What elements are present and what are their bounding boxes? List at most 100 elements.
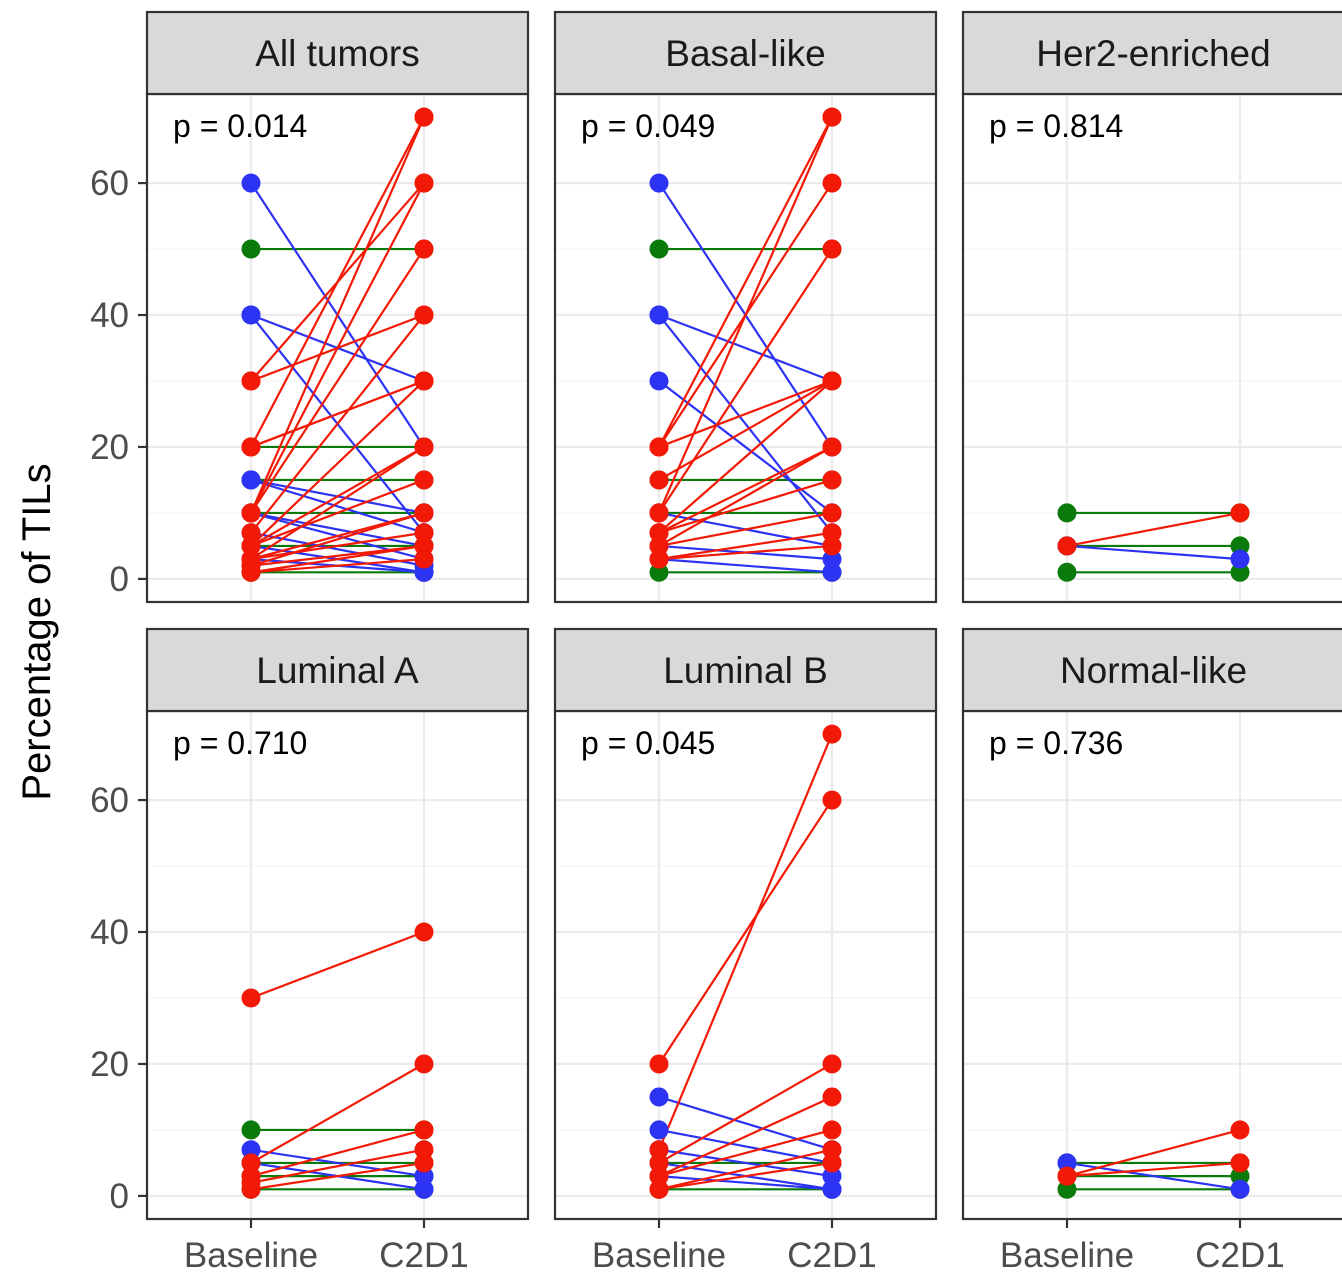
data-point-c2d1 bbox=[414, 1153, 434, 1173]
facet-panel-1: All tumors p = 0.014 0 20 40 60 bbox=[90, 10, 530, 604]
data-point-c2d1 bbox=[822, 371, 842, 391]
data-point-baseline bbox=[649, 1179, 669, 1199]
data-point-baseline bbox=[1057, 1179, 1077, 1199]
data-point-baseline bbox=[241, 503, 261, 523]
series-line bbox=[658, 1161, 833, 1191]
x-tick-label: Baseline bbox=[184, 1236, 318, 1275]
series-line bbox=[657, 733, 834, 1151]
y-tick-label: 60 bbox=[90, 781, 129, 820]
data-point-c2d1 bbox=[414, 1166, 434, 1186]
data-point-c2d1 bbox=[414, 437, 434, 457]
data-point-baseline bbox=[241, 988, 261, 1008]
data-point-baseline bbox=[241, 173, 261, 193]
facet-panel-2: Basal-like p = 0.049 bbox=[553, 10, 938, 604]
strip-background bbox=[961, 10, 1342, 96]
series-line bbox=[250, 1128, 425, 1178]
data-point-baseline bbox=[649, 523, 669, 543]
data-point-baseline bbox=[649, 536, 669, 556]
x-tick-label: Baseline bbox=[1000, 1236, 1134, 1275]
series-line bbox=[1066, 544, 1241, 561]
strip-label: Normal-like bbox=[1060, 650, 1247, 691]
data-point-c2d1 bbox=[822, 1179, 842, 1199]
data-point-baseline bbox=[241, 239, 261, 259]
data-point-c2d1 bbox=[414, 173, 434, 193]
p-value-label: p = 0.049 bbox=[581, 108, 715, 144]
series-line bbox=[250, 478, 425, 534]
data-point-baseline bbox=[241, 437, 261, 457]
data-point-baseline bbox=[649, 549, 669, 569]
y-tick-label: 40 bbox=[90, 913, 129, 952]
y-tick-label: 60 bbox=[90, 164, 129, 203]
data-point-c2d1 bbox=[822, 239, 842, 259]
series-line bbox=[1066, 1128, 1241, 1178]
data-point-c2d1 bbox=[822, 536, 842, 556]
series-line bbox=[658, 1063, 833, 1164]
series-line bbox=[250, 446, 425, 561]
data-point-baseline bbox=[649, 239, 669, 259]
p-value-label: p = 0.814 bbox=[989, 108, 1123, 144]
p-value-label: p = 0.710 bbox=[173, 725, 307, 761]
data-point-c2d1 bbox=[822, 1166, 842, 1186]
data-point-c2d1 bbox=[822, 1054, 842, 1074]
series-line bbox=[250, 1148, 425, 1178]
series-line bbox=[658, 445, 833, 534]
strip-label: Luminal B bbox=[663, 650, 828, 691]
series-line bbox=[250, 1063, 425, 1164]
data-point-baseline bbox=[241, 523, 261, 543]
y-tick-label: 20 bbox=[90, 1045, 129, 1084]
series-line bbox=[658, 558, 833, 574]
data-point-baseline bbox=[1057, 503, 1077, 523]
series-line bbox=[250, 930, 425, 1000]
data-point-c2d1 bbox=[822, 173, 842, 193]
data-point-baseline bbox=[649, 305, 669, 325]
series-line bbox=[658, 799, 833, 1065]
data-point-c2d1 bbox=[822, 790, 842, 810]
x-tick-label: C2D1 bbox=[379, 1236, 468, 1275]
facet-panel-5: Luminal B p = 0.045 Baseline C2D1 bbox=[553, 627, 938, 1275]
data-point-baseline bbox=[241, 305, 261, 325]
series-line bbox=[658, 380, 833, 481]
data-point-baseline bbox=[649, 1120, 669, 1140]
data-point-c2d1 bbox=[822, 562, 842, 582]
series-line bbox=[250, 1148, 425, 1184]
series-line bbox=[250, 531, 425, 561]
data-point-c2d1 bbox=[822, 724, 842, 744]
data-point-c2d1 bbox=[822, 470, 842, 490]
series-line bbox=[250, 116, 425, 448]
x-tick-label: C2D1 bbox=[787, 1236, 876, 1275]
series-line bbox=[250, 248, 425, 514]
series-line bbox=[658, 531, 833, 561]
strip-background bbox=[145, 10, 530, 96]
data-point-baseline bbox=[1057, 1153, 1077, 1173]
data-point-baseline bbox=[241, 1179, 261, 1199]
y-tick-label: 40 bbox=[90, 296, 129, 335]
strip-background bbox=[553, 10, 938, 96]
series-line bbox=[658, 446, 833, 547]
series-line bbox=[658, 478, 833, 534]
series-line bbox=[658, 379, 833, 448]
series-line bbox=[658, 116, 833, 448]
data-point-baseline bbox=[241, 536, 261, 556]
data-point-baseline bbox=[649, 562, 669, 582]
data-point-c2d1 bbox=[1230, 1120, 1250, 1140]
data-point-c2d1 bbox=[414, 1054, 434, 1074]
series-line bbox=[658, 314, 833, 534]
series-line bbox=[658, 544, 833, 561]
data-point-c2d1 bbox=[414, 523, 434, 543]
data-point-c2d1 bbox=[414, 562, 434, 582]
series-line bbox=[658, 1148, 833, 1178]
data-point-c2d1 bbox=[822, 107, 842, 127]
x-tick-label: C2D1 bbox=[1195, 1236, 1284, 1275]
series-line bbox=[658, 1095, 833, 1178]
strip-label: Basal-like bbox=[665, 33, 825, 74]
plot-background bbox=[963, 94, 1342, 602]
data-point-baseline bbox=[1057, 562, 1077, 582]
data-point-c2d1 bbox=[1230, 549, 1250, 569]
data-point-c2d1 bbox=[414, 1140, 434, 1160]
data-point-c2d1 bbox=[414, 107, 434, 127]
series-line bbox=[250, 1161, 425, 1191]
data-point-c2d1 bbox=[414, 536, 434, 556]
series-line bbox=[658, 511, 833, 548]
data-point-baseline bbox=[649, 437, 669, 457]
